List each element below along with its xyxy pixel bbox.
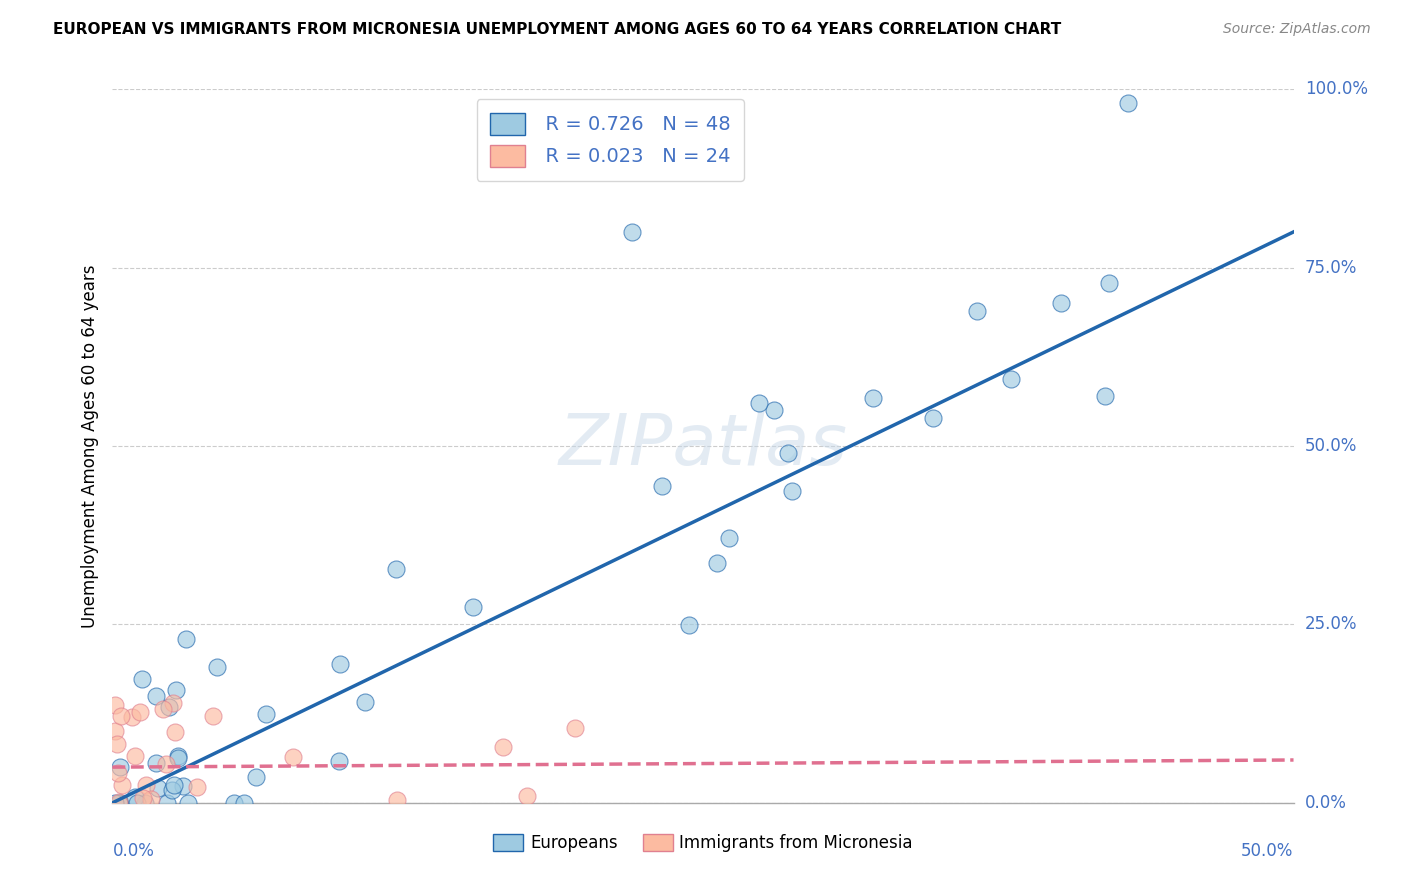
- Point: [146, 781, 169, 796]
- Point: [139, 792, 162, 806]
- Point: [135, 778, 157, 792]
- Point: [254, 706, 277, 721]
- Text: 50.0%: 50.0%: [1305, 437, 1357, 455]
- Point: [110, 709, 132, 723]
- Point: [167, 748, 190, 763]
- Point: [124, 748, 146, 763]
- Point: [163, 778, 186, 792]
- Point: [748, 396, 770, 410]
- Point: [329, 657, 352, 672]
- Point: [762, 403, 785, 417]
- Text: 50.0%: 50.0%: [1241, 842, 1294, 860]
- Point: [156, 796, 179, 810]
- Point: [245, 770, 267, 784]
- Y-axis label: Unemployment Among Ages 60 to 64 years: Unemployment Among Ages 60 to 64 years: [80, 264, 98, 628]
- Point: [651, 479, 673, 493]
- Text: 0.0%: 0.0%: [1305, 794, 1347, 812]
- Point: [776, 446, 799, 460]
- Point: [516, 789, 538, 803]
- Point: [780, 484, 803, 499]
- Point: [104, 796, 127, 810]
- Point: [621, 225, 644, 239]
- Point: [134, 796, 156, 810]
- Point: [121, 710, 143, 724]
- Point: [862, 391, 884, 405]
- Point: [492, 739, 515, 754]
- Point: [111, 778, 134, 792]
- Point: [678, 618, 700, 632]
- Point: [354, 695, 377, 709]
- Point: [1116, 96, 1139, 111]
- Point: [706, 557, 728, 571]
- Point: [163, 724, 186, 739]
- Point: [283, 750, 305, 764]
- Point: [718, 532, 741, 546]
- Point: [461, 599, 484, 614]
- Point: [160, 783, 183, 797]
- Point: [176, 796, 198, 810]
- Text: ZIPatlas: ZIPatlas: [558, 411, 848, 481]
- Text: 0.0%: 0.0%: [112, 842, 155, 860]
- Text: EUROPEAN VS IMMIGRANTS FROM MICRONESIA UNEMPLOYMENT AMONG AGES 60 TO 64 YEARS CO: EUROPEAN VS IMMIGRANTS FROM MICRONESIA U…: [53, 22, 1062, 37]
- Point: [108, 760, 131, 774]
- Point: [155, 757, 177, 772]
- Text: 100.0%: 100.0%: [1305, 80, 1368, 98]
- Point: [104, 698, 127, 713]
- Point: [105, 737, 128, 751]
- Point: [104, 724, 127, 739]
- Point: [108, 796, 131, 810]
- Point: [1098, 276, 1121, 290]
- Point: [202, 709, 225, 723]
- Point: [564, 721, 586, 735]
- Point: [108, 795, 131, 809]
- Point: [921, 410, 943, 425]
- Point: [966, 304, 988, 318]
- Text: 25.0%: 25.0%: [1305, 615, 1357, 633]
- Point: [174, 632, 197, 647]
- Point: [328, 755, 350, 769]
- Point: [162, 696, 184, 710]
- Point: [145, 756, 167, 770]
- Text: Source: ZipAtlas.com: Source: ZipAtlas.com: [1223, 22, 1371, 37]
- Point: [1049, 295, 1071, 310]
- Point: [127, 796, 149, 810]
- Point: [129, 706, 152, 720]
- Point: [232, 796, 254, 810]
- Point: [167, 750, 190, 764]
- Point: [205, 660, 228, 674]
- Text: 75.0%: 75.0%: [1305, 259, 1357, 277]
- Point: [157, 700, 180, 714]
- Point: [186, 780, 208, 794]
- Point: [107, 765, 129, 780]
- Point: [132, 791, 155, 805]
- Point: [222, 796, 245, 810]
- Point: [131, 673, 153, 687]
- Point: [145, 689, 167, 703]
- Legend: Europeans, Immigrants from Micronesia: Europeans, Immigrants from Micronesia: [486, 827, 920, 859]
- Point: [1000, 372, 1022, 386]
- Point: [152, 702, 174, 716]
- Point: [108, 796, 131, 810]
- Point: [172, 779, 194, 793]
- Point: [1094, 389, 1116, 403]
- Point: [165, 682, 187, 697]
- Point: [387, 793, 409, 807]
- Point: [124, 790, 146, 805]
- Point: [384, 562, 406, 576]
